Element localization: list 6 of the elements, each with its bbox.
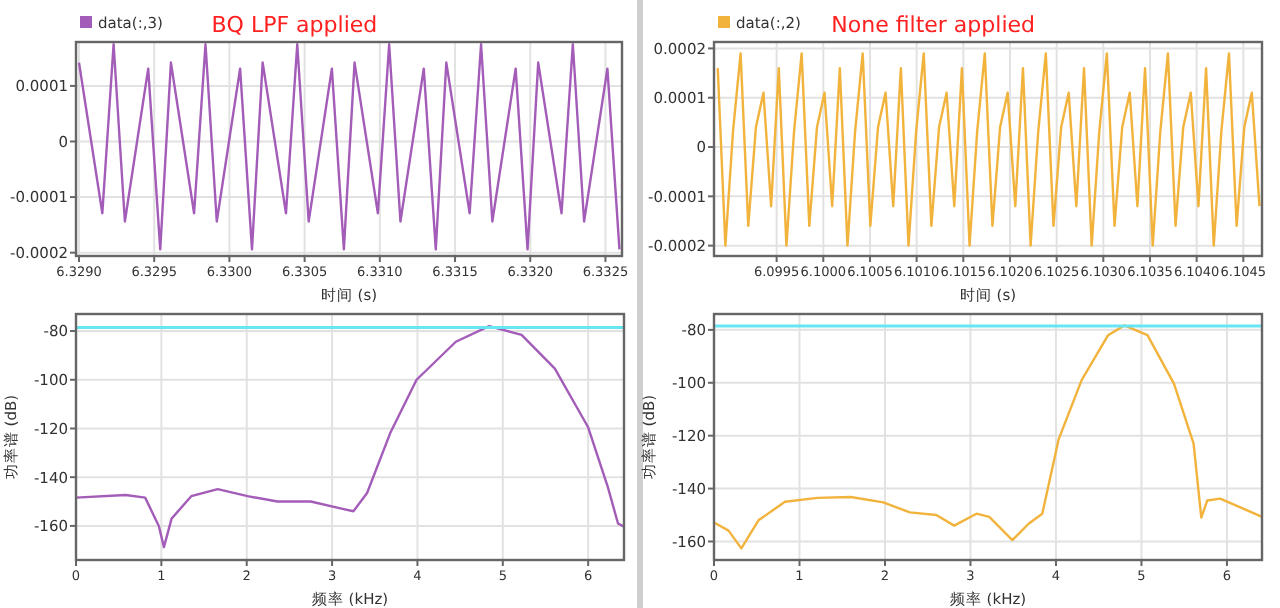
line-series [716,52,1261,247]
line-series [76,324,624,549]
line-series [714,324,1262,550]
chart-title: None filter applied [831,12,1036,38]
line-series [77,43,621,251]
chart-title: BQ LPF applied [211,12,378,38]
